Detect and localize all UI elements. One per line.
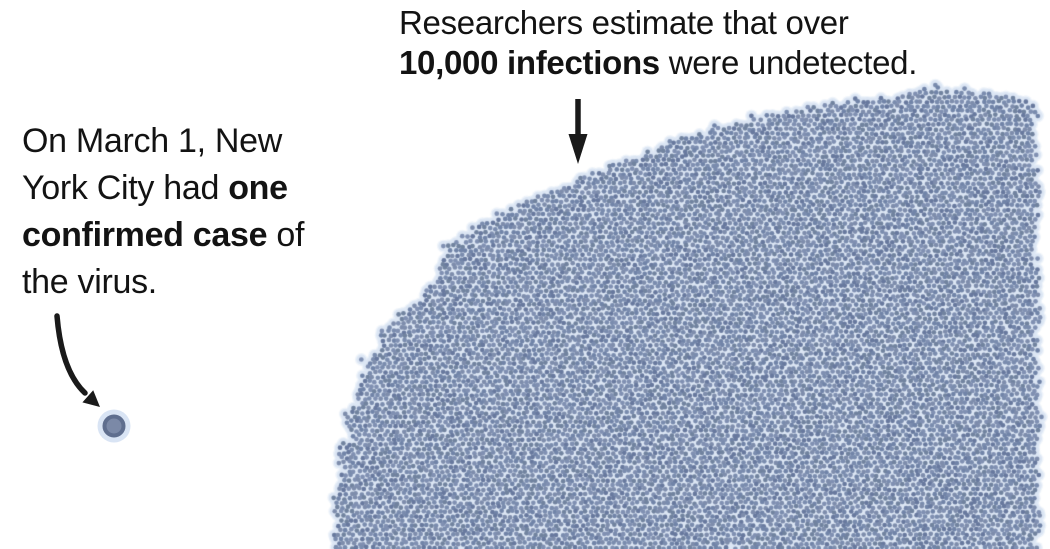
annotation-text: On March 1, New [22,122,283,160]
annotation-line: 10,000 infections were undetected. [399,43,917,83]
annotation-text: were undetected. [659,44,918,81]
confirmed-case-dot [102,414,126,438]
annotation-text: of [267,216,305,254]
annotation-text: York City had [22,169,229,207]
annotation-line: Researchers estimate that over [399,3,917,43]
curved-arrow [54,313,88,396]
annotation-confirmed-case: On March 1, New York City had one confirme… [22,118,304,306]
annotation-line: On March 1, New [22,118,304,165]
straight-arrow-head-icon [568,134,588,164]
annotation-text-bold: one [228,169,288,207]
curved-arrow-head-icon [82,390,100,407]
annotation-text: Researchers estimate that over [399,4,849,41]
annotation-line: York City had one [22,165,304,212]
annotation-text: the virus. [22,263,157,301]
annotation-line: the virus. [22,259,304,306]
annotation-undetected-infections: Researchers estimate that over 10,000 inf… [399,3,917,83]
annotation-text-bold: 10,000 infections [399,44,660,81]
annotation-text-bold: confirmed case [22,216,268,254]
annotation-line: confirmed case of [22,212,304,259]
